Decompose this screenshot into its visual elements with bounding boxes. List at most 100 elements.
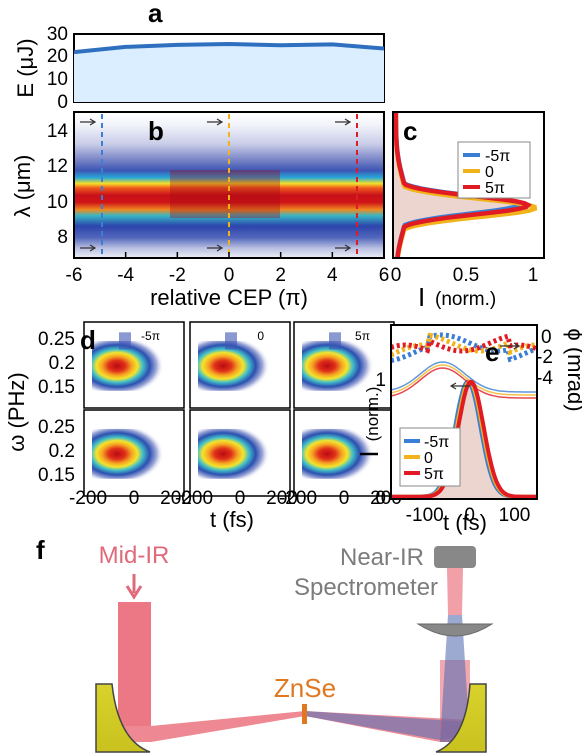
frog-cell-frame [189,321,291,409]
cep-xtick: 4 [327,265,338,286]
legend-label-zero: 0 [485,164,494,181]
frog-cell-frame [83,321,185,409]
pulse-ytick-left: 0 [375,488,386,509]
arrow-markers [80,118,352,252]
energy-ytick: 30 [47,24,68,45]
phase-dots [390,333,538,354]
left-parabolic-mirror [95,683,151,753]
omega-ytick: 0.2 [49,353,75,374]
spectrum-line [393,112,532,259]
frog-column-label: 5π [355,329,370,343]
cep-xtick: -2 [169,265,186,286]
frog-xtick: 0 [129,488,140,509]
frog-xtick: 0 [235,488,246,509]
frog-xlabel: t (fs) [210,507,254,532]
cep-xlabel: relative CEP (π) [150,285,308,310]
panel-label-f: f [36,535,45,565]
frog-column-label: 0 [257,329,264,343]
omega-ytick: 0.2 [49,441,75,462]
spectrogram-chart: -6 -4 -2 0 2 4 6 8 10 12 14 λ (μm) relative CE… [10,111,390,310]
setup-diagram: f Mid-IR ZnSe Near-IR Spectrometer [36,535,494,753]
legend-label-pos: 5π [485,180,505,197]
pulse-frame [390,324,538,500]
output-beam-blue [305,711,470,740]
phase-line [390,361,537,393]
pulse-arrow-right [500,342,521,350]
energy-ylabel: E (μJ) [13,38,38,97]
energy-ytick: 10 [47,69,68,90]
pulse-fill [391,381,537,499]
cep-xtick: -6 [66,265,83,286]
energy-area [74,44,384,102]
omega-ytick: 0.15 [38,465,75,486]
omega-ylabel: ω (PHz) [4,372,29,452]
frog-traces-chart: -5π 0 5π 0.25 0.2 0.15 0.25 0.2 0.15 ω (… [4,321,402,532]
pulse-xtick: 100 [499,505,531,526]
intensity-xlabel-sub: (norm.) [435,289,496,310]
wavelength-ytick: 14 [47,121,69,142]
frog-column-label: -5π [141,329,160,343]
wavelength-ytick: 12 [47,156,68,177]
legend-label-zero: 0 [424,450,433,467]
detector-beam [447,568,463,615]
frog-trace [92,428,170,479]
frog-xtick: 200 [160,488,192,509]
pulse-xtick: -100 [406,505,444,526]
frog-xtick: -200 [175,488,213,509]
spectrogram-core [170,170,280,218]
cep-xtick: 0 [224,265,235,286]
frog-wing [329,332,341,350]
return-beam-blue [440,615,470,742]
cep-xtick: -4 [117,265,134,286]
mid-ir-beam-diagonal [118,711,305,742]
mid-ir-arrow [125,574,143,600]
panel-label-a: a [148,0,163,28]
omega-ytick: 0.15 [38,377,75,398]
wavelength-ytick: 10 [47,192,68,213]
energy-chart: 0 10 20 30 E (μJ) a [13,0,385,113]
pulse-chart: -5π 0 5π 0 1 I (norm.) 0 -2 -4 ϕ (mrad) … [354,324,582,535]
cep-xtick: 2 [275,265,286,286]
legend-label-pos: 5π [424,466,444,483]
spectrum-frame [392,111,545,259]
pulse-ytick-left: 1 [375,370,386,391]
energy-line [73,41,385,55]
pulse-arrow-left [449,382,470,390]
intensity-xtick: 0 [391,265,402,286]
panel-label-b: b [148,116,164,146]
phase-line [390,364,537,396]
spectrum-chart: -5π 0 5π 0 0.5 1 I (norm.) c [391,111,545,312]
cep-xtick: 6 [379,265,390,286]
intensity-xtick: 0.5 [453,265,479,286]
focusing-lens [416,623,494,637]
energy-ytick: 0 [57,92,68,113]
omega-ytick: 0.25 [38,329,75,350]
pulse-ylabel-main: I [354,450,384,457]
frog-cell-frame [83,409,185,497]
right-parabolic-mirror [435,683,487,753]
mid-ir-label: Mid-IR [99,542,170,569]
frog-wing [119,332,131,350]
phase-ylabel: ϕ (mrad) [563,328,582,411]
phase-line [390,367,537,399]
frog-trace [302,428,380,479]
wavelength-ylabel: λ (μm) [10,155,35,218]
pulse-line [391,379,537,499]
panel-label-d: d [80,325,96,355]
energy-ytick: 20 [47,46,68,67]
phase-ytick: -2 [536,347,553,368]
phase-dots [390,332,538,363]
omega-ytick: 0.25 [38,417,75,438]
phase-ytick: 0 [541,327,552,348]
frog-wing [225,332,237,350]
legend-label-neg: -5π [424,434,449,451]
wavelength-ytick: 8 [57,227,68,248]
pulse-ylabel-sub: (norm.) [363,387,382,442]
frog-xtick: 200 [266,488,298,509]
frog-xtick: -200 [279,488,317,509]
panel-label-c: c [403,116,417,146]
spectrometer-detector [434,546,476,568]
legend-label-neg: -5π [485,148,510,165]
frog-cell-frame [189,409,291,497]
